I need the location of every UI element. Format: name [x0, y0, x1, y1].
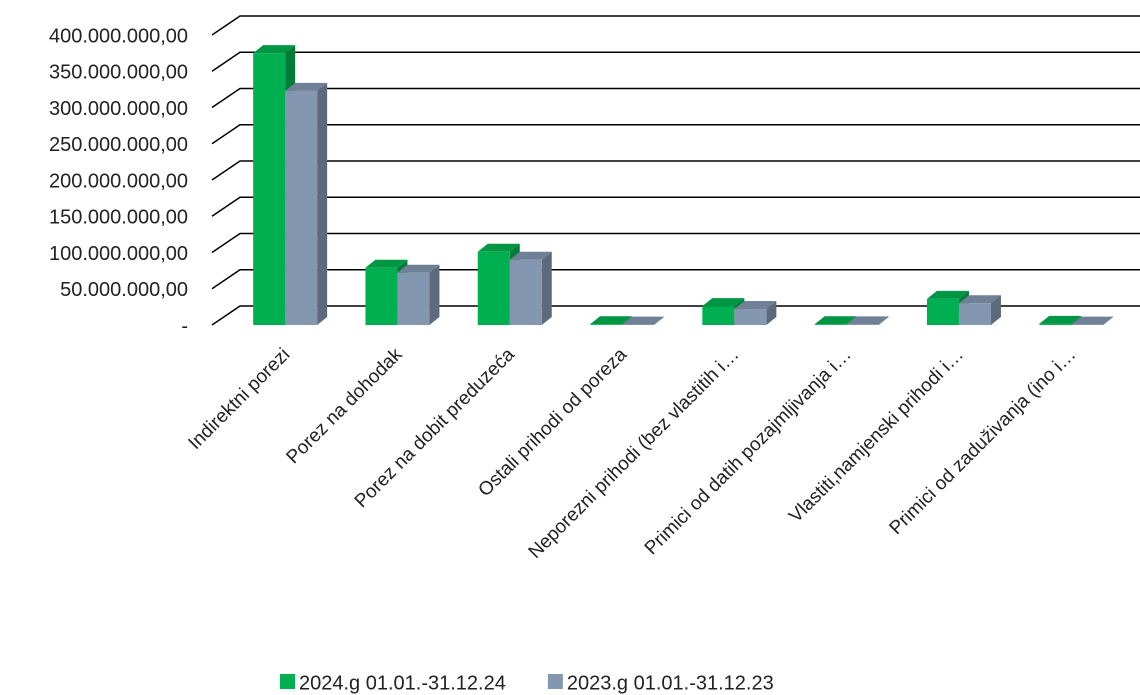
bar-top	[958, 295, 1001, 304]
bar-side	[878, 316, 889, 325]
bar-top	[365, 259, 408, 268]
bar-side	[654, 316, 665, 325]
grid-line	[211, 196, 1140, 217]
bar-front	[734, 309, 767, 325]
bar-side	[1103, 316, 1114, 325]
y-tick-label: 350.000.000,00	[49, 62, 188, 84]
bar	[734, 301, 777, 325]
bar-top	[926, 290, 969, 299]
grid-line	[211, 124, 1140, 145]
bar-side	[766, 301, 777, 325]
bar-front	[253, 53, 286, 325]
bar-side	[990, 295, 1001, 325]
bar-front	[285, 90, 318, 325]
bar-top	[814, 316, 857, 325]
bar-front	[590, 324, 623, 325]
bar-top	[590, 316, 633, 325]
y-tick-label: 150.000.000,00	[49, 207, 188, 229]
bar-top	[285, 82, 328, 91]
x-tick-label: Indirektni porezi	[185, 344, 295, 454]
bar-side	[317, 82, 328, 325]
legend-swatch	[547, 674, 563, 689]
y-tick-label: 200.000.000,00	[49, 170, 188, 192]
bar	[285, 82, 328, 325]
grid-line	[211, 232, 1140, 254]
grid-line	[211, 87, 1140, 109]
y-tick-label: 300.000.000,00	[49, 98, 188, 120]
bar-front	[365, 267, 398, 325]
bar	[846, 316, 889, 325]
bar-top	[846, 316, 889, 325]
bar	[509, 251, 552, 325]
bar-side	[429, 264, 440, 325]
bar-top	[477, 243, 520, 252]
x-tick-label: Primici od datih pozajmljivanja i…	[641, 344, 856, 559]
bar-side	[541, 251, 552, 325]
bar-top	[253, 45, 296, 54]
bar-front	[397, 272, 430, 325]
bar-front	[477, 251, 510, 325]
x-tick-label: Primici od zaduživanja (ino i…	[886, 344, 1081, 539]
grid-line	[211, 305, 1140, 326]
bar-front	[958, 303, 991, 325]
bar-top	[734, 301, 777, 310]
y-tick-label: 250.000.000,00	[49, 134, 188, 156]
bar-top	[622, 316, 665, 325]
legend-swatch	[280, 674, 295, 689]
y-tick-label: 400.000.000,00	[49, 25, 188, 47]
bar-top	[1039, 315, 1082, 324]
bar-front	[1039, 323, 1072, 325]
y-tick-label: -	[181, 315, 188, 337]
grid-line	[211, 269, 1140, 290]
bar-front	[926, 298, 959, 325]
bar	[622, 316, 665, 325]
y-tick-label: 50.000.000,00	[60, 279, 188, 301]
bar-top	[397, 264, 440, 273]
bar-top	[1071, 316, 1114, 325]
legend-label: 2024.g 01.01.-31.12.24	[299, 672, 506, 694]
bar	[1071, 316, 1114, 325]
bar-top	[702, 298, 745, 307]
bar	[958, 295, 1001, 325]
bar	[397, 264, 440, 325]
bar-front	[846, 324, 879, 325]
legend-label: 2023.g 01.01.-31.12.23	[567, 672, 774, 694]
bar-front	[509, 259, 542, 325]
bar-front	[814, 324, 847, 325]
bar-front	[702, 306, 735, 325]
x-tick-label: Porez na dohodak	[283, 344, 407, 468]
bar-top	[509, 251, 552, 260]
grid-line	[211, 15, 1140, 36]
x-tick-label: Neporezni prihodi (bez vlastitih i…	[525, 344, 744, 563]
grid-line	[211, 51, 1140, 72]
grid-line	[211, 160, 1140, 181]
y-tick-label: 100.000.000,00	[49, 243, 188, 265]
